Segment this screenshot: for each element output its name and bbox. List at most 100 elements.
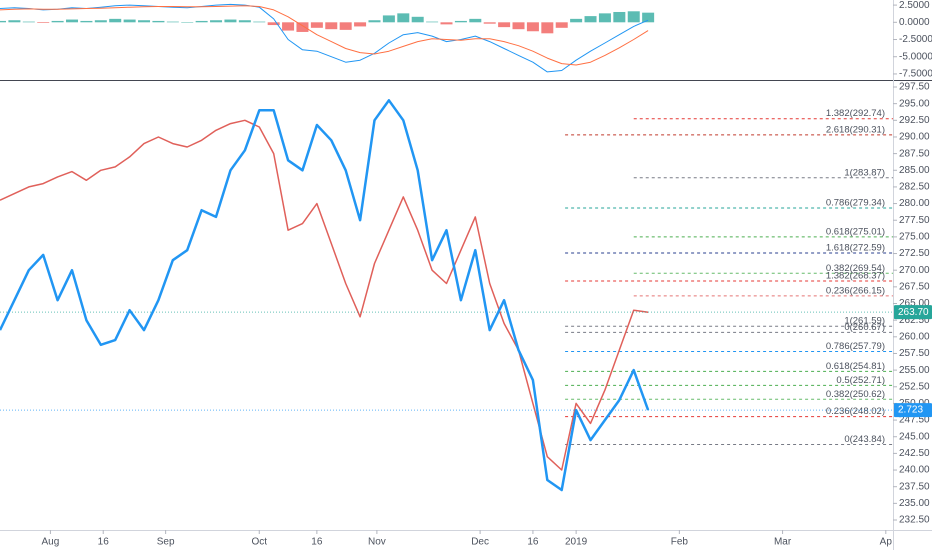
y-tick-label: 290.00 [899,132,930,143]
last-value-label: 263.70 [898,307,929,318]
histogram-bar [382,15,395,23]
last-value-box [894,403,932,418]
fib-label: 1(261.59) [844,316,885,327]
y-tick-label: 275.00 [899,232,930,243]
histogram-bar [613,11,626,23]
y-tick-label: 277.50 [899,215,930,226]
histogram-bar [325,22,338,30]
histogram-bar [181,22,194,23]
fib-label: 0(260.67) [844,322,885,333]
histogram-bar [37,22,50,23]
histogram-bar [166,21,179,23]
y-tick-label: -2.5000 [899,34,932,45]
y-tick-label: 285.00 [899,165,930,176]
fib-label: 1.382(268.37) [826,271,885,282]
fib-label: 2.618(290.31) [826,124,885,135]
histogram-bar [483,22,496,24]
histogram-bar [94,20,107,23]
histogram-bar [224,19,237,23]
series-line [0,3,649,73]
pane: 2.5000 0.0000 -2.5000 -5.0000 -7.5000 [0,0,932,80]
series-line [0,99,650,492]
histogram-bar [0,20,6,23]
x-tick-label: Feb [671,537,689,548]
histogram-bar [440,22,453,25]
histogram-bar [498,22,511,28]
x-tick-label: 16 [98,537,110,548]
y-tick-label: 262.50 [899,315,930,326]
histogram-bar [22,21,35,23]
histogram-bar [555,22,568,28]
fib-label: 0.786(279.34) [826,197,885,208]
x-tick-label: Mar [774,537,792,548]
y-tick-label: 2.5000 [899,0,930,11]
fib-label: 0.786(257.79) [826,341,885,352]
histogram-bar [267,22,280,26]
x-tick-label: Aug [42,537,60,548]
histogram-bar [354,22,367,27]
y-tick-label: 260.00 [899,331,930,342]
histogram-bar [426,21,439,23]
histogram-bar [584,16,597,23]
fib-label: 0(243.84) [844,434,885,445]
fib-label: 0.236(266.15) [826,285,885,296]
y-tick-label: 292.50 [899,115,930,126]
y-tick-label: 257.50 [899,348,930,359]
histogram-bar [238,20,251,23]
fib-label: 1.618(272.59) [826,242,885,253]
y-tick-label: 295.00 [899,98,930,109]
histogram-bar [66,19,79,23]
y-tick-label: 232.50 [899,515,930,526]
y-tick-label: 237.50 [899,481,930,492]
pane: 232.50 235.00 237.50 240.00 242.50 245.00 247.… [0,82,932,548]
y-tick-label: 287.50 [899,148,930,159]
histogram-bar [123,19,136,23]
y-tick-label: 242.50 [899,448,930,459]
x-tick-label: 16 [527,537,539,548]
y-tick-label: 297.50 [899,82,930,93]
x-tick-label: Dec [471,537,489,548]
histogram-bar [296,22,309,32]
histogram-bar [598,13,611,23]
y-tick-label: 255.00 [899,365,930,376]
histogram-bar [627,11,640,23]
x-tick-label: Ap [880,537,893,548]
histogram-bar [411,16,424,23]
x-tick-label: 16 [311,537,323,548]
fib-label: 0.382(269.54) [826,263,885,274]
y-tick-label: 0.0000 [899,17,930,28]
y-tick-label: 280.00 [899,198,930,209]
y-tick-label: 282.50 [899,182,930,193]
histogram-bar [570,18,583,23]
y-tick-label: 267.50 [899,281,930,292]
histogram-bar [282,22,295,31]
fib-label: 1.382(292.74) [826,108,885,119]
fib-label: 0.236(248.02) [826,406,885,417]
histogram-bar [469,18,482,23]
y-tick-label: 270.00 [899,265,930,276]
histogram-bar [51,20,64,23]
y-tick-label: 245.00 [899,431,930,442]
series-line [0,5,649,66]
fib-label: 0.382(250.62) [826,389,885,400]
x-tick-label: Sep [157,537,175,548]
histogram-bar [642,12,655,23]
histogram-bar [454,20,467,23]
fib-label: 0.5(252.71) [836,375,885,386]
histogram-bar [152,20,165,23]
y-tick-label: 265.00 [899,298,930,309]
histogram-bar [210,20,223,23]
fib-label: 0.618(254.81) [826,361,885,372]
x-tick-label: Oct [251,537,267,548]
x-tick-label: Nov [368,537,386,548]
y-tick-label: -7.5000 [899,69,932,80]
y-tick-label: 252.50 [899,381,930,392]
histogram-bar [512,22,525,30]
histogram-bar [138,20,151,23]
histogram-bar [80,20,93,23]
histogram-bar [8,20,21,23]
histogram-bar [368,20,381,23]
y-tick-label: 272.50 [899,248,930,259]
